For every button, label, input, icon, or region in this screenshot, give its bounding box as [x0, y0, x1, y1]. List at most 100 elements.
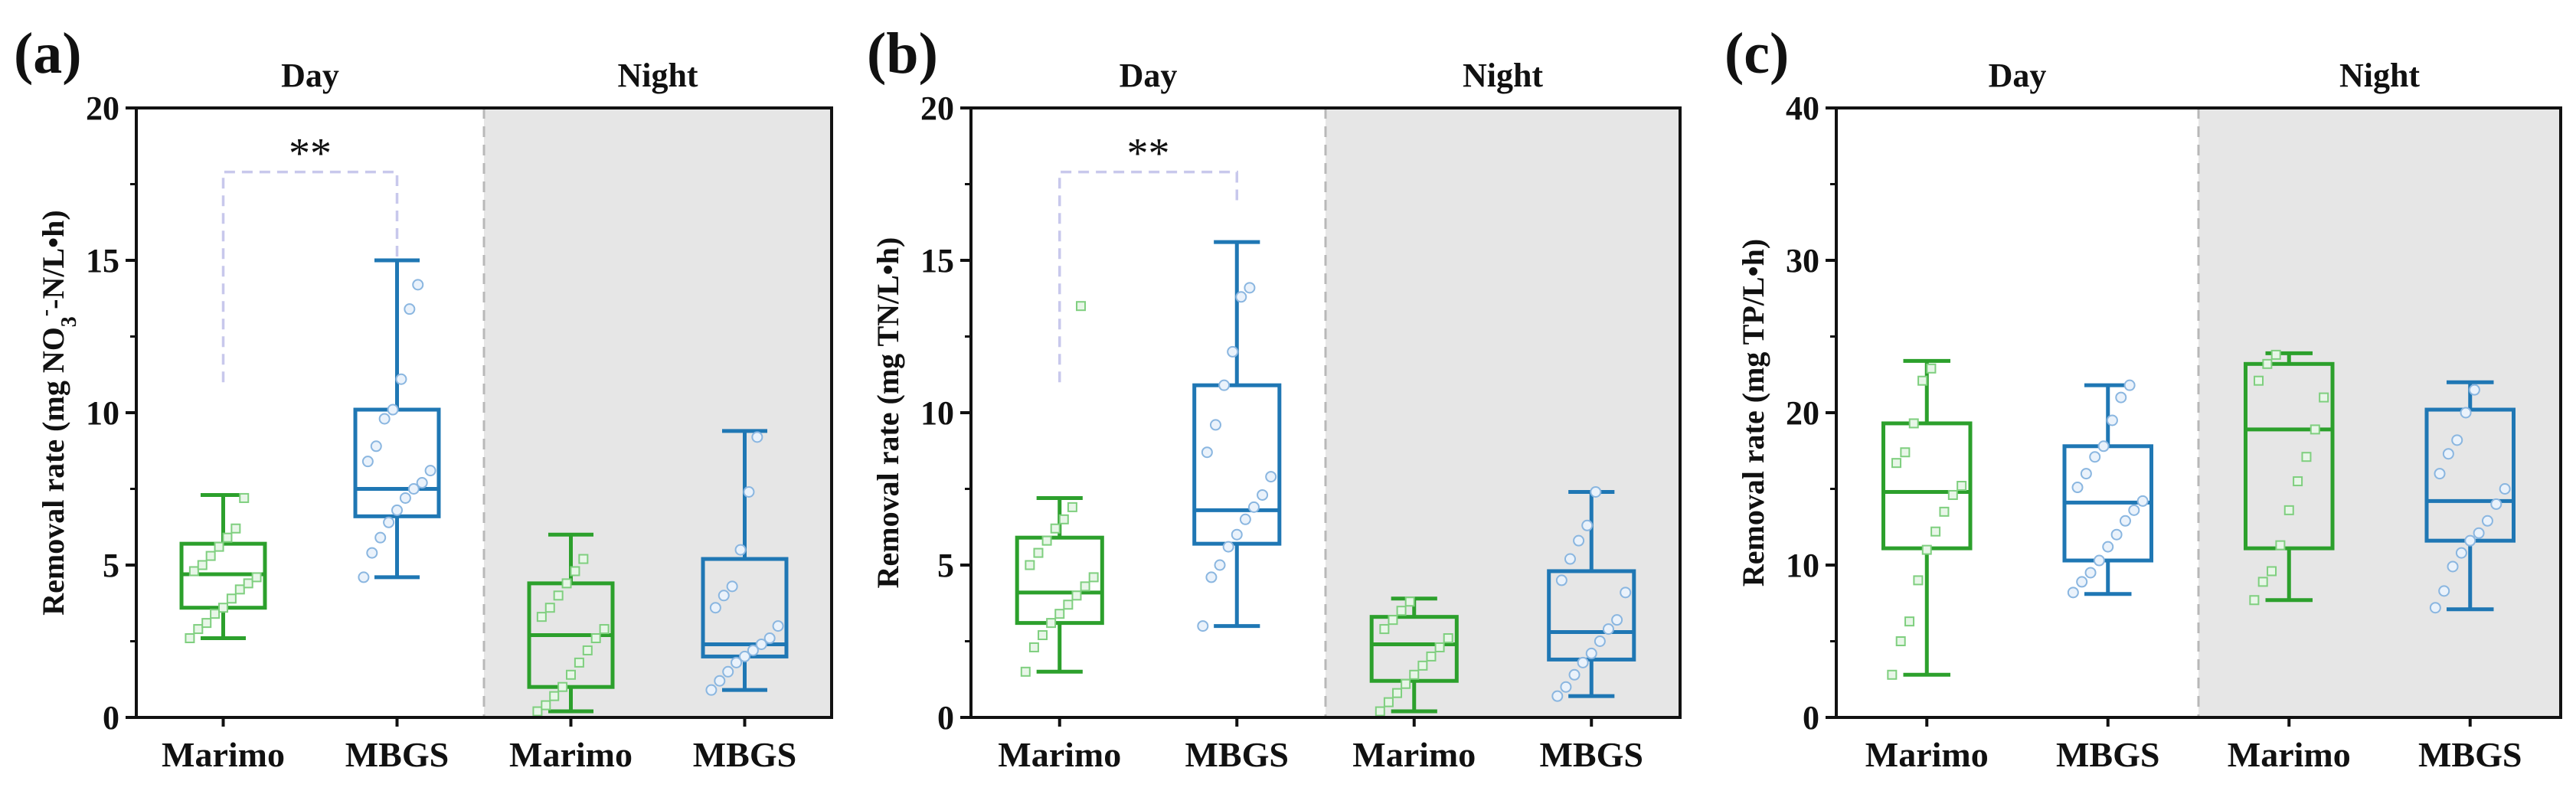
x-category-label: MBGS [1185, 735, 1289, 774]
data-point [374, 531, 387, 544]
data-point [1028, 642, 1039, 652]
data-point [2249, 595, 2260, 606]
y-tick-label: 10 [1786, 547, 1819, 584]
data-point [2136, 495, 2149, 507]
box-night-marimo [1369, 596, 1459, 717]
data-point [2128, 504, 2140, 516]
box-day-mbgs [1192, 240, 1282, 632]
data-point [755, 638, 767, 650]
data-point [582, 645, 593, 655]
data-point [1050, 523, 1061, 534]
data-point [1379, 624, 1390, 635]
data-point [1033, 547, 1044, 558]
data-point [714, 675, 726, 687]
data-point [1088, 572, 1099, 583]
data-point [1417, 660, 1428, 671]
data-point [747, 644, 759, 656]
data-point [1396, 606, 1407, 616]
y-tick-label: 10 [920, 394, 954, 432]
data-point [2468, 384, 2480, 396]
data-point [1197, 620, 1209, 632]
data-point [743, 485, 755, 498]
data-point [1404, 596, 1415, 607]
data-point [1581, 519, 1594, 531]
data-point [772, 620, 784, 632]
data-point [2102, 541, 2114, 553]
iqr-box [1015, 535, 1104, 626]
x-category-label: MBGS [2418, 735, 2522, 774]
data-point [2123, 379, 2136, 391]
data-point [1235, 291, 1247, 303]
data-point [1594, 636, 1606, 647]
panel-a: ** 0 5 10 15 20 Marimo MBGS Marimo MBGS Day Night (a… [14, 21, 833, 774]
y-tick-label: 0 [103, 699, 119, 737]
x-category-label: MBGS [345, 735, 449, 774]
iqr-box [1547, 569, 1636, 662]
data-point [1908, 418, 1919, 429]
data-point [1080, 581, 1090, 592]
data-point [1930, 526, 1941, 537]
data-point [193, 624, 204, 635]
x-category-label: Marimo [509, 735, 633, 774]
data-point [1265, 471, 1277, 483]
data-point [1071, 590, 1082, 601]
data-point [705, 684, 718, 696]
data-point [2481, 515, 2493, 527]
data-point [1577, 656, 1589, 668]
data-point [1551, 690, 1564, 702]
data-point [407, 483, 420, 495]
data-point [243, 578, 253, 589]
y-axis-label: Removal rate (mg TN/L•h) [871, 237, 905, 589]
data-point [1205, 571, 1218, 583]
data-point [2262, 358, 2273, 369]
data-point [1244, 282, 1256, 294]
data-point [718, 590, 730, 602]
data-point [412, 279, 424, 291]
data-point [570, 566, 580, 577]
data-point [2254, 375, 2264, 386]
data-point [532, 706, 543, 717]
data-point [2447, 560, 2459, 573]
data-point [2319, 392, 2329, 403]
data-point [578, 554, 589, 564]
x-category-label: MBGS [2056, 735, 2159, 774]
data-point [1917, 375, 1928, 386]
data-point [361, 456, 374, 468]
data-point [2257, 577, 2268, 587]
box-day-marimo [1881, 358, 1973, 680]
data-point [574, 657, 584, 668]
data-point [2455, 547, 2467, 559]
iqr-box [1369, 615, 1459, 683]
data-point [1076, 301, 1087, 312]
y-axis-label: Removal rate (mg NO3--N/L•h) [34, 210, 81, 615]
data-point [214, 541, 224, 552]
data-point [1602, 623, 1614, 636]
data-point [2434, 468, 2446, 480]
data-point [1560, 681, 1572, 693]
data-point [1025, 560, 1035, 570]
panel-b: ** 0 5 10 15 20 Marimo MBGS Marimo MBGS Day Night (b… [867, 21, 1682, 774]
box-day-mbgs [353, 258, 441, 583]
data-point [2464, 534, 2476, 547]
panel-letter: (b) [867, 21, 938, 86]
data-point [383, 516, 395, 528]
data-point [1201, 446, 1213, 459]
y-tick-label: 20 [920, 90, 954, 127]
data-point [1443, 633, 1453, 644]
data-point [561, 578, 572, 589]
data-point [1939, 506, 1950, 517]
data-point [726, 580, 738, 593]
data-point [1926, 363, 1937, 374]
data-point [1434, 642, 1445, 652]
data-point [1214, 559, 1226, 571]
data-point [1921, 544, 1932, 555]
data-point [2110, 528, 2123, 541]
data-point [1054, 609, 1065, 619]
data-point [2119, 515, 2131, 527]
data-point [188, 566, 199, 577]
data-point [370, 440, 382, 453]
data-point [2293, 476, 2303, 487]
data-point [1564, 553, 1576, 565]
data-point [210, 609, 221, 619]
data-point [2275, 540, 2286, 551]
